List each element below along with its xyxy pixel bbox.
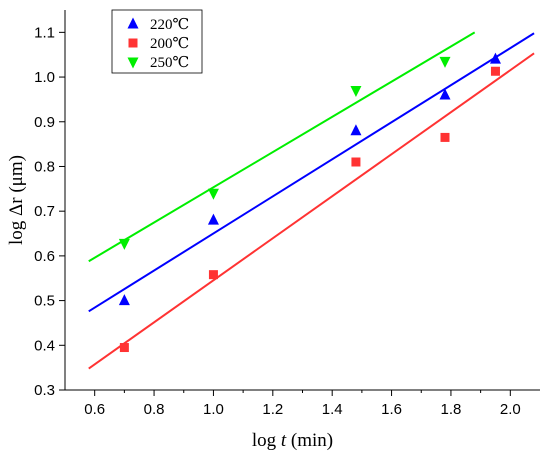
fit-line	[88, 32, 535, 313]
y-tick-label: 0.7	[34, 203, 55, 220]
x-tick-label: 1.2	[262, 401, 283, 418]
legend: 220℃ 200℃ 250℃	[111, 9, 203, 74]
y-tick-label: 0.5	[34, 293, 55, 310]
data-point	[207, 188, 219, 200]
fit-line	[88, 31, 476, 263]
x-tick-label: 1.0	[203, 401, 224, 418]
data-point	[350, 85, 362, 97]
y-tick-label: 0.4	[34, 337, 55, 354]
y-tick-label: 0.6	[34, 248, 55, 265]
data-point	[489, 52, 501, 64]
legend-box	[111, 9, 203, 74]
data-point	[118, 238, 130, 250]
legend-label: 250℃	[150, 55, 189, 71]
legend-marker	[127, 17, 139, 29]
x-axis-title: log t (min)	[252, 430, 333, 451]
y-tick-label: 1.0	[34, 69, 55, 86]
data-points	[118, 52, 501, 353]
data-point	[119, 343, 129, 353]
x-axis: 0.6 0.8 1.0 1.2 1.4 1.6 1.8 2.0	[84, 390, 521, 418]
data-point	[350, 124, 362, 136]
data-point	[490, 66, 500, 76]
y-tick-label: 0.3	[34, 382, 55, 399]
y-tick-label: 1.1	[34, 24, 55, 41]
data-point	[439, 88, 451, 100]
x-tick-label: 1.4	[322, 401, 343, 418]
legend-marker	[128, 38, 138, 48]
y-tick-label: 0.9	[34, 114, 55, 131]
data-point	[439, 56, 451, 68]
data-point	[207, 213, 219, 225]
x-tick-label: 2.0	[500, 401, 521, 418]
y-axis: 0.3 0.4 0.5 0.6 0.7 0.8 0.9 1.0 1.1	[34, 24, 65, 399]
x-tick-label: 0.8	[144, 401, 165, 418]
y-tick-label: 0.8	[34, 158, 55, 175]
fit-lines	[88, 31, 535, 370]
y-axis-title: log Δr (μm)	[6, 155, 27, 245]
data-point	[351, 157, 361, 167]
legend-label: 220℃	[150, 17, 189, 33]
data-point	[440, 132, 450, 142]
x-tick-label: 1.8	[441, 401, 462, 418]
x-tick-label: 0.6	[84, 401, 105, 418]
fit-line	[88, 52, 535, 370]
legend-label: 200℃	[150, 36, 189, 52]
x-tick-label: 1.6	[381, 401, 402, 418]
data-point	[118, 294, 130, 306]
legend-marker	[127, 57, 139, 69]
data-point	[208, 270, 218, 280]
